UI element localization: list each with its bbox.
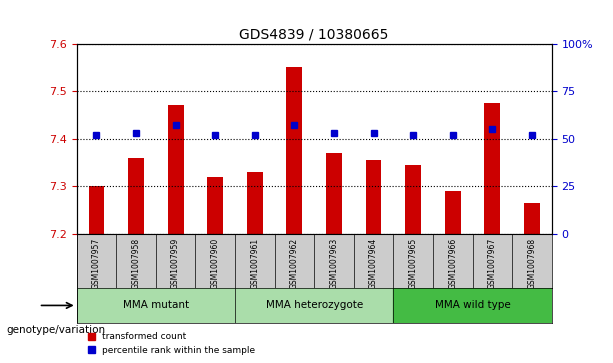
Bar [524, 203, 540, 233]
Bar [445, 191, 460, 233]
Bar [88, 186, 104, 233]
Text: MMA mutant: MMA mutant [123, 301, 189, 310]
Bar [247, 172, 263, 233]
Bar [235, 288, 394, 323]
Text: GSM1007959: GSM1007959 [171, 238, 180, 289]
Text: GSM1007968: GSM1007968 [527, 238, 536, 289]
Text: GSM1007962: GSM1007962 [290, 238, 299, 289]
Text: GSM1007965: GSM1007965 [409, 238, 417, 289]
Text: GSM1007958: GSM1007958 [132, 238, 140, 289]
Bar [365, 160, 381, 233]
Text: GSM1007966: GSM1007966 [448, 238, 457, 289]
Bar [394, 288, 552, 323]
Text: GSM1007963: GSM1007963 [329, 238, 338, 289]
Legend: transformed count, percentile rank within the sample: transformed count, percentile rank withi… [84, 329, 259, 359]
Bar [484, 103, 500, 233]
Text: GSM1007961: GSM1007961 [250, 238, 259, 289]
Bar [168, 105, 183, 233]
Text: genotype/variation: genotype/variation [6, 325, 105, 335]
Bar [326, 153, 342, 233]
Bar [128, 158, 144, 233]
Title: GDS4839 / 10380665: GDS4839 / 10380665 [240, 27, 389, 41]
Text: GSM1007957: GSM1007957 [92, 238, 101, 289]
Bar [207, 176, 223, 233]
Bar [405, 165, 421, 233]
Text: GSM1007964: GSM1007964 [369, 238, 378, 289]
Text: GSM1007960: GSM1007960 [211, 238, 219, 289]
Bar [77, 288, 235, 323]
Bar [286, 67, 302, 233]
Text: GSM1007967: GSM1007967 [488, 238, 497, 289]
Text: MMA wild type: MMA wild type [435, 301, 511, 310]
Text: MMA heterozygote: MMA heterozygote [265, 301, 363, 310]
